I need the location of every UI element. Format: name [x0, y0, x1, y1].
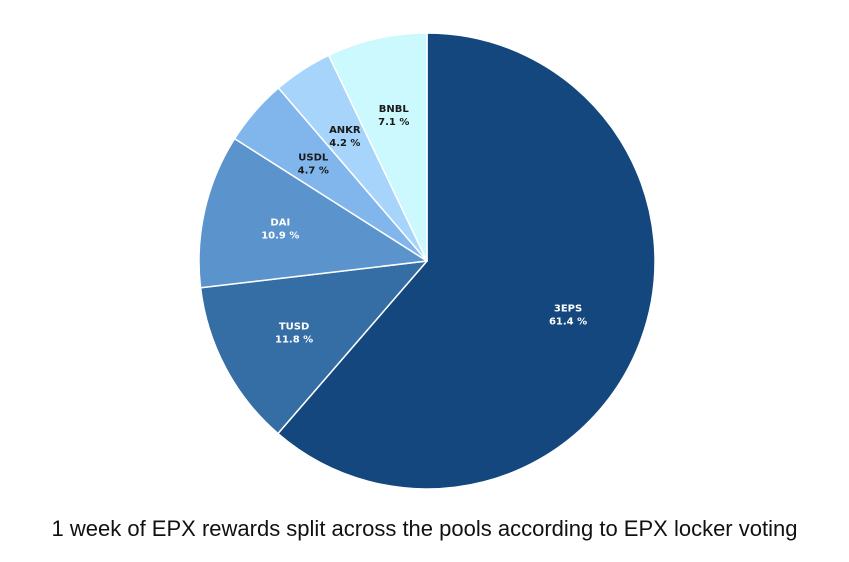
slice-percent-tusd: 11.8 %: [275, 335, 313, 346]
pie-slices: [198, 32, 656, 490]
slice-label-dai: DAI 10.9 %: [261, 218, 299, 242]
slice-label-tusd: TUSD 11.8 %: [275, 322, 313, 346]
slice-name-dai: DAI: [270, 218, 290, 229]
pie-slice-bnbl: [327, 32, 428, 262]
pie-slice-3eps: [277, 32, 656, 490]
slice-label-3eps: 3EPS 61.4 %: [549, 303, 587, 327]
pie-slice-dai: [198, 137, 428, 289]
slice-name-bnbl: BNBL: [379, 104, 410, 115]
pie-chart-svg: 3EPS 61.4 % TUSD 11.8 % DAI 10.9 % USDL 4.7 % AN…: [198, 32, 656, 490]
slice-label-ankr: ANKR 4.2 %: [329, 125, 361, 149]
pie-slice-tusd: [199, 260, 428, 435]
slice-percent-bnbl: 7.1 %: [378, 117, 409, 128]
slice-percent-ankr: 4.2 %: [329, 138, 360, 149]
slice-percent-usdl: 4.7 %: [298, 165, 329, 176]
slice-label-usdl: USDL 4.7 %: [298, 152, 329, 176]
slice-name-3eps: 3EPS: [554, 303, 582, 314]
chart-caption: 1 week of EPX rewards split across the p…: [51, 516, 798, 541]
slice-name-ankr: ANKR: [329, 125, 361, 136]
slice-percent-3eps: 61.4 %: [549, 316, 587, 327]
slice-name-tusd: TUSD: [279, 322, 309, 333]
slice-label-bnbl: BNBL 7.1 %: [378, 104, 409, 128]
slice-name-usdl: USDL: [298, 152, 329, 163]
slice-percent-dai: 10.9 %: [261, 231, 299, 242]
pie-labels: 3EPS 61.4 % TUSD 11.8 % DAI 10.9 % USDL 4.7 % AN…: [261, 104, 587, 345]
